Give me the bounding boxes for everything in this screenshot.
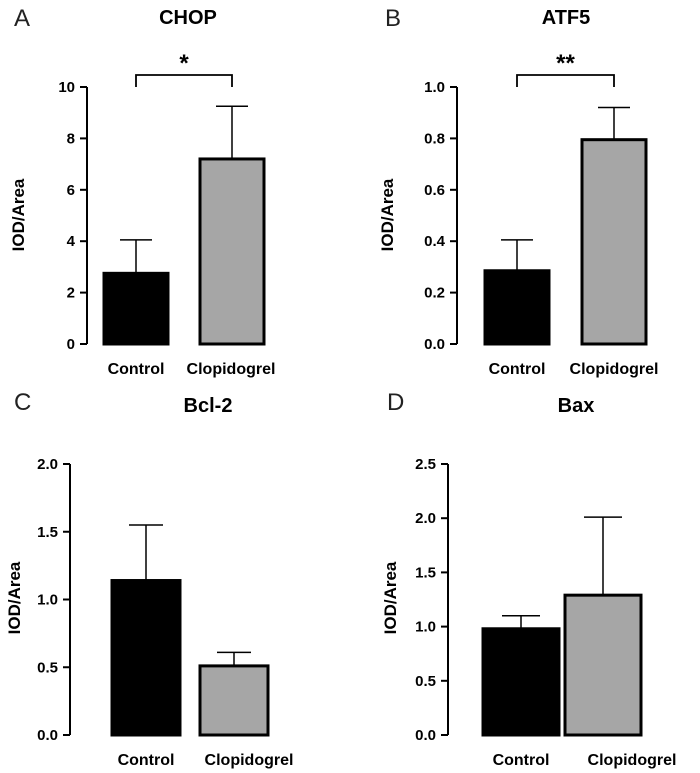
category-label: Control <box>108 361 165 378</box>
y-tick-label: 2.0 <box>37 456 58 473</box>
bar-control <box>481 627 561 737</box>
y-tick-label: 0.8 <box>424 130 445 147</box>
bar-control <box>102 271 170 346</box>
y-tick-label: 1.5 <box>37 524 58 541</box>
category-label: Control <box>118 752 175 769</box>
y-tick-label: 2.5 <box>415 456 436 473</box>
y-tick-label: 0.6 <box>424 182 445 199</box>
y-tick-label: 0.2 <box>424 285 445 302</box>
panel-letter: D <box>387 389 404 416</box>
category-label: Clopidogrel <box>588 752 677 769</box>
chart-title: Bax <box>558 395 595 417</box>
y-tick-label: 6 <box>67 182 75 199</box>
panel-letter: B <box>385 5 401 32</box>
y-tick-label: 0.5 <box>415 673 436 690</box>
y-tick-label: 0.4 <box>424 233 446 250</box>
plot-area: 0.0 0.5 1.0 1.5 2.0 2.5 Control Clopidogrel <box>415 456 676 769</box>
y-tick-label: 1.0 <box>424 79 445 96</box>
chart-title: ATF5 <box>542 7 591 29</box>
panel-b: B ATF5 IOD/Area 0.0 0.2 0.4 0.6 0.8 1.0 Contro… <box>378 5 658 378</box>
y-tick-label: 0.0 <box>37 727 58 744</box>
category-label: Clopidogrel <box>187 361 276 378</box>
y-axis-label: IOD/Area <box>378 178 397 251</box>
y-tick-label: 1.5 <box>415 564 436 581</box>
chart-title: Bcl-2 <box>184 395 233 417</box>
plot-area: 0.0 0.5 1.0 1.5 2.0 Control Clopidogrel <box>37 456 293 769</box>
panel-a: A CHOP IOD/Area 0 2 4 6 8 10 Control Clopidogre… <box>9 5 275 378</box>
y-tick-label: 10 <box>58 79 75 96</box>
panel-letter: C <box>14 389 31 416</box>
significance-marker: ** <box>556 50 575 77</box>
bar-clopidogrel <box>198 157 266 346</box>
y-axis-label: IOD/Area <box>381 561 400 634</box>
y-tick-label: 0.0 <box>415 727 436 744</box>
y-tick-label: 1.0 <box>37 592 58 609</box>
y-tick-label: 4 <box>67 233 76 250</box>
y-axis-label: IOD/Area <box>9 178 28 251</box>
panel-letter: A <box>14 5 30 32</box>
bar-control <box>110 579 182 737</box>
category-label: Control <box>489 361 546 378</box>
plot-area: 0 2 4 6 8 10 Control Clopidogrel * <box>58 50 275 378</box>
chart-title: CHOP <box>159 7 217 29</box>
significance-bracket <box>135 74 233 87</box>
y-tick-label: 8 <box>67 130 75 147</box>
y-axis-label: IOD/Area <box>5 561 24 634</box>
category-label: Clopidogrel <box>205 752 294 769</box>
significance-marker: * <box>179 50 189 77</box>
plot-area: 0.0 0.2 0.4 0.6 0.8 1.0 Control Clopidogrel ** <box>424 50 658 378</box>
category-label: Clopidogrel <box>570 361 659 378</box>
panel-d: D Bax IOD/Area 0.0 0.5 1.0 1.5 2.0 2.5 Control… <box>381 389 676 769</box>
y-tick-label: 0.5 <box>37 659 58 676</box>
y-tick-label: 2.0 <box>415 510 436 527</box>
bar-control <box>483 269 551 346</box>
panel-c: C Bcl-2 IOD/Area 0.0 0.5 1.0 1.5 2.0 Control C… <box>5 389 293 769</box>
y-tick-label: 0 <box>67 336 75 353</box>
y-tick-label: 2 <box>67 285 75 302</box>
y-tick-label: 1.0 <box>415 619 436 636</box>
bar-clopidogrel <box>580 138 648 346</box>
category-label: Control <box>493 752 550 769</box>
significance-bracket <box>516 74 615 87</box>
bar-clopidogrel <box>563 593 643 737</box>
bar-clopidogrel <box>198 664 270 737</box>
y-tick-label: 0.0 <box>424 336 445 353</box>
